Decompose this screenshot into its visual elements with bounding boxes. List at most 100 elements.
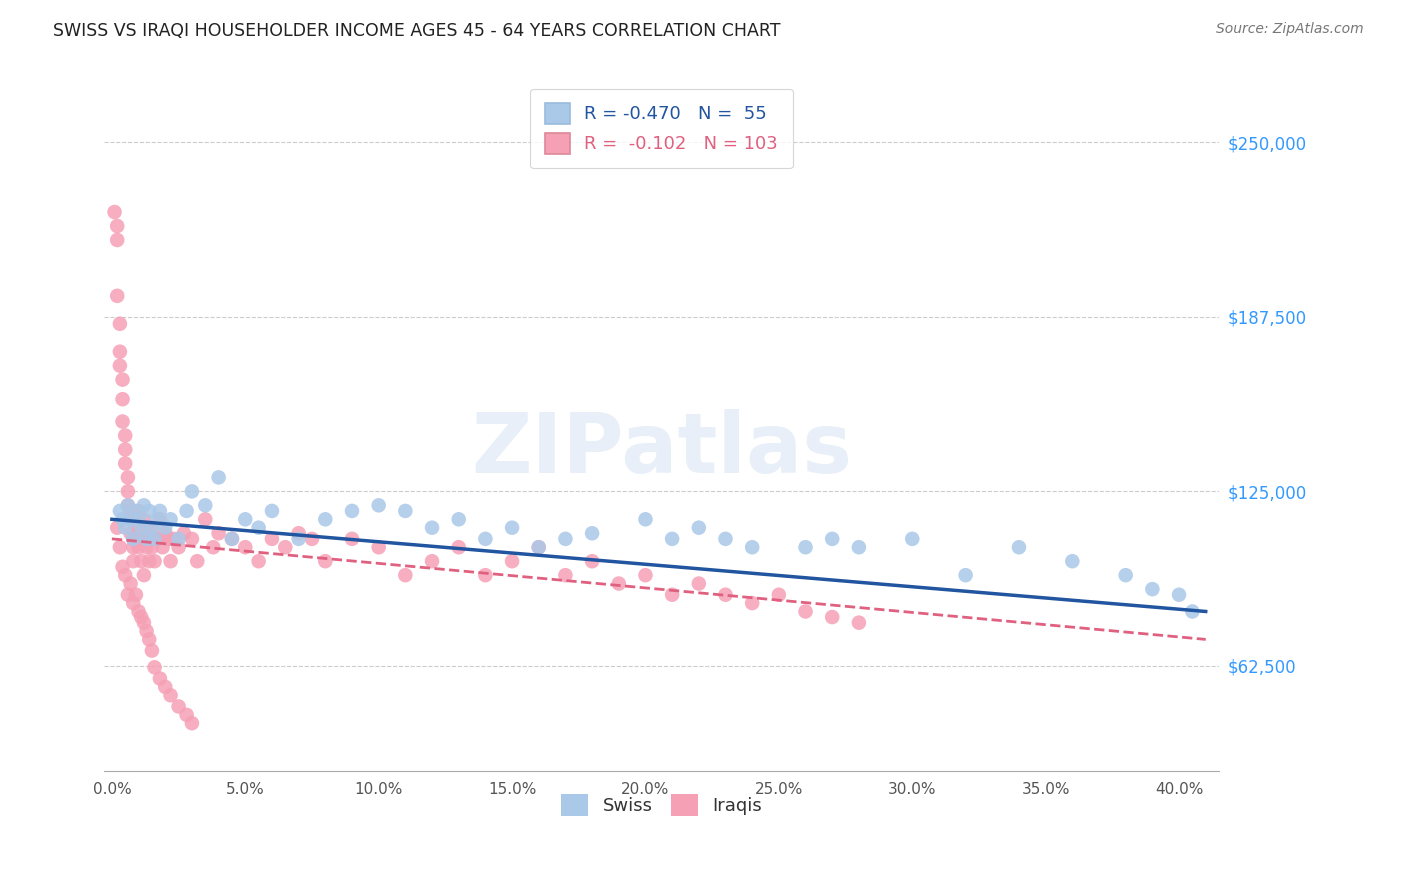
Point bbox=[122, 532, 145, 546]
Text: SWISS VS IRAQI HOUSEHOLDER INCOME AGES 45 - 64 YEARS CORRELATION CHART: SWISS VS IRAQI HOUSEHOLDER INCOME AGES 4… bbox=[53, 22, 780, 40]
Point bbox=[394, 504, 416, 518]
Point bbox=[129, 610, 152, 624]
Point bbox=[714, 532, 737, 546]
Point bbox=[794, 540, 817, 554]
Point bbox=[117, 499, 139, 513]
Point bbox=[149, 504, 172, 518]
Point bbox=[420, 521, 443, 535]
Point bbox=[128, 504, 150, 518]
Point bbox=[447, 540, 470, 554]
Point bbox=[117, 588, 139, 602]
Point bbox=[260, 504, 283, 518]
Point bbox=[848, 540, 870, 554]
Point bbox=[108, 359, 131, 373]
Point bbox=[141, 643, 163, 657]
Point bbox=[287, 526, 309, 541]
Point bbox=[114, 568, 136, 582]
Point bbox=[117, 499, 139, 513]
Point bbox=[821, 532, 844, 546]
Point bbox=[128, 512, 150, 526]
Point bbox=[141, 540, 163, 554]
Point bbox=[173, 526, 195, 541]
Point bbox=[135, 540, 157, 554]
Point bbox=[152, 540, 174, 554]
Point bbox=[207, 470, 229, 484]
Point bbox=[108, 540, 131, 554]
Point bbox=[143, 554, 166, 568]
Point bbox=[122, 554, 145, 568]
Point bbox=[581, 554, 603, 568]
Point bbox=[221, 532, 243, 546]
Point bbox=[128, 521, 150, 535]
Point bbox=[1115, 568, 1137, 582]
Point bbox=[111, 559, 134, 574]
Point bbox=[159, 688, 181, 702]
Point bbox=[146, 532, 169, 546]
Point bbox=[143, 532, 166, 546]
Point bbox=[167, 540, 190, 554]
Text: ZIPatlas: ZIPatlas bbox=[471, 409, 852, 490]
Point bbox=[114, 442, 136, 457]
Point bbox=[340, 532, 363, 546]
Point bbox=[135, 624, 157, 638]
Point bbox=[501, 554, 523, 568]
Point bbox=[138, 532, 160, 546]
Point bbox=[848, 615, 870, 630]
Point bbox=[159, 554, 181, 568]
Point bbox=[125, 588, 148, 602]
Point bbox=[129, 532, 152, 546]
Point bbox=[111, 512, 134, 526]
Point bbox=[125, 532, 148, 546]
Point bbox=[1181, 605, 1204, 619]
Point bbox=[143, 532, 166, 546]
Point bbox=[155, 526, 177, 541]
Point bbox=[105, 289, 128, 303]
Point bbox=[129, 521, 152, 535]
Point bbox=[194, 512, 217, 526]
Point bbox=[527, 540, 550, 554]
Point bbox=[132, 512, 155, 526]
Point bbox=[367, 540, 389, 554]
Point bbox=[105, 219, 128, 233]
Point bbox=[138, 504, 160, 518]
Point bbox=[111, 415, 134, 429]
Point bbox=[111, 392, 134, 407]
Point bbox=[260, 532, 283, 546]
Point bbox=[474, 532, 496, 546]
Point bbox=[103, 205, 125, 219]
Point bbox=[247, 554, 270, 568]
Point bbox=[122, 532, 145, 546]
Point bbox=[125, 512, 148, 526]
Point bbox=[129, 554, 152, 568]
Point bbox=[1142, 582, 1164, 596]
Point bbox=[105, 233, 128, 247]
Point bbox=[132, 568, 155, 582]
Point bbox=[581, 526, 603, 541]
Point bbox=[117, 484, 139, 499]
Point bbox=[554, 532, 576, 546]
Point bbox=[181, 716, 204, 731]
Point bbox=[120, 512, 142, 526]
Point bbox=[141, 521, 163, 535]
Point bbox=[768, 588, 790, 602]
Point bbox=[125, 504, 148, 518]
Point bbox=[128, 605, 150, 619]
Point bbox=[108, 317, 131, 331]
Text: Source: ZipAtlas.com: Source: ZipAtlas.com bbox=[1216, 22, 1364, 37]
Point bbox=[688, 521, 710, 535]
Point bbox=[233, 512, 256, 526]
Point bbox=[117, 470, 139, 484]
Point bbox=[176, 504, 198, 518]
Point bbox=[120, 526, 142, 541]
Point bbox=[176, 707, 198, 722]
Legend: Swiss, Iraqis: Swiss, Iraqis bbox=[554, 787, 769, 823]
Point bbox=[155, 680, 177, 694]
Point bbox=[156, 532, 179, 546]
Point bbox=[162, 532, 184, 546]
Point bbox=[501, 521, 523, 535]
Point bbox=[132, 532, 155, 546]
Point bbox=[447, 512, 470, 526]
Point bbox=[607, 576, 630, 591]
Point bbox=[159, 512, 181, 526]
Y-axis label: Householder Income Ages 45 - 64 years: Householder Income Ages 45 - 64 years bbox=[0, 276, 7, 582]
